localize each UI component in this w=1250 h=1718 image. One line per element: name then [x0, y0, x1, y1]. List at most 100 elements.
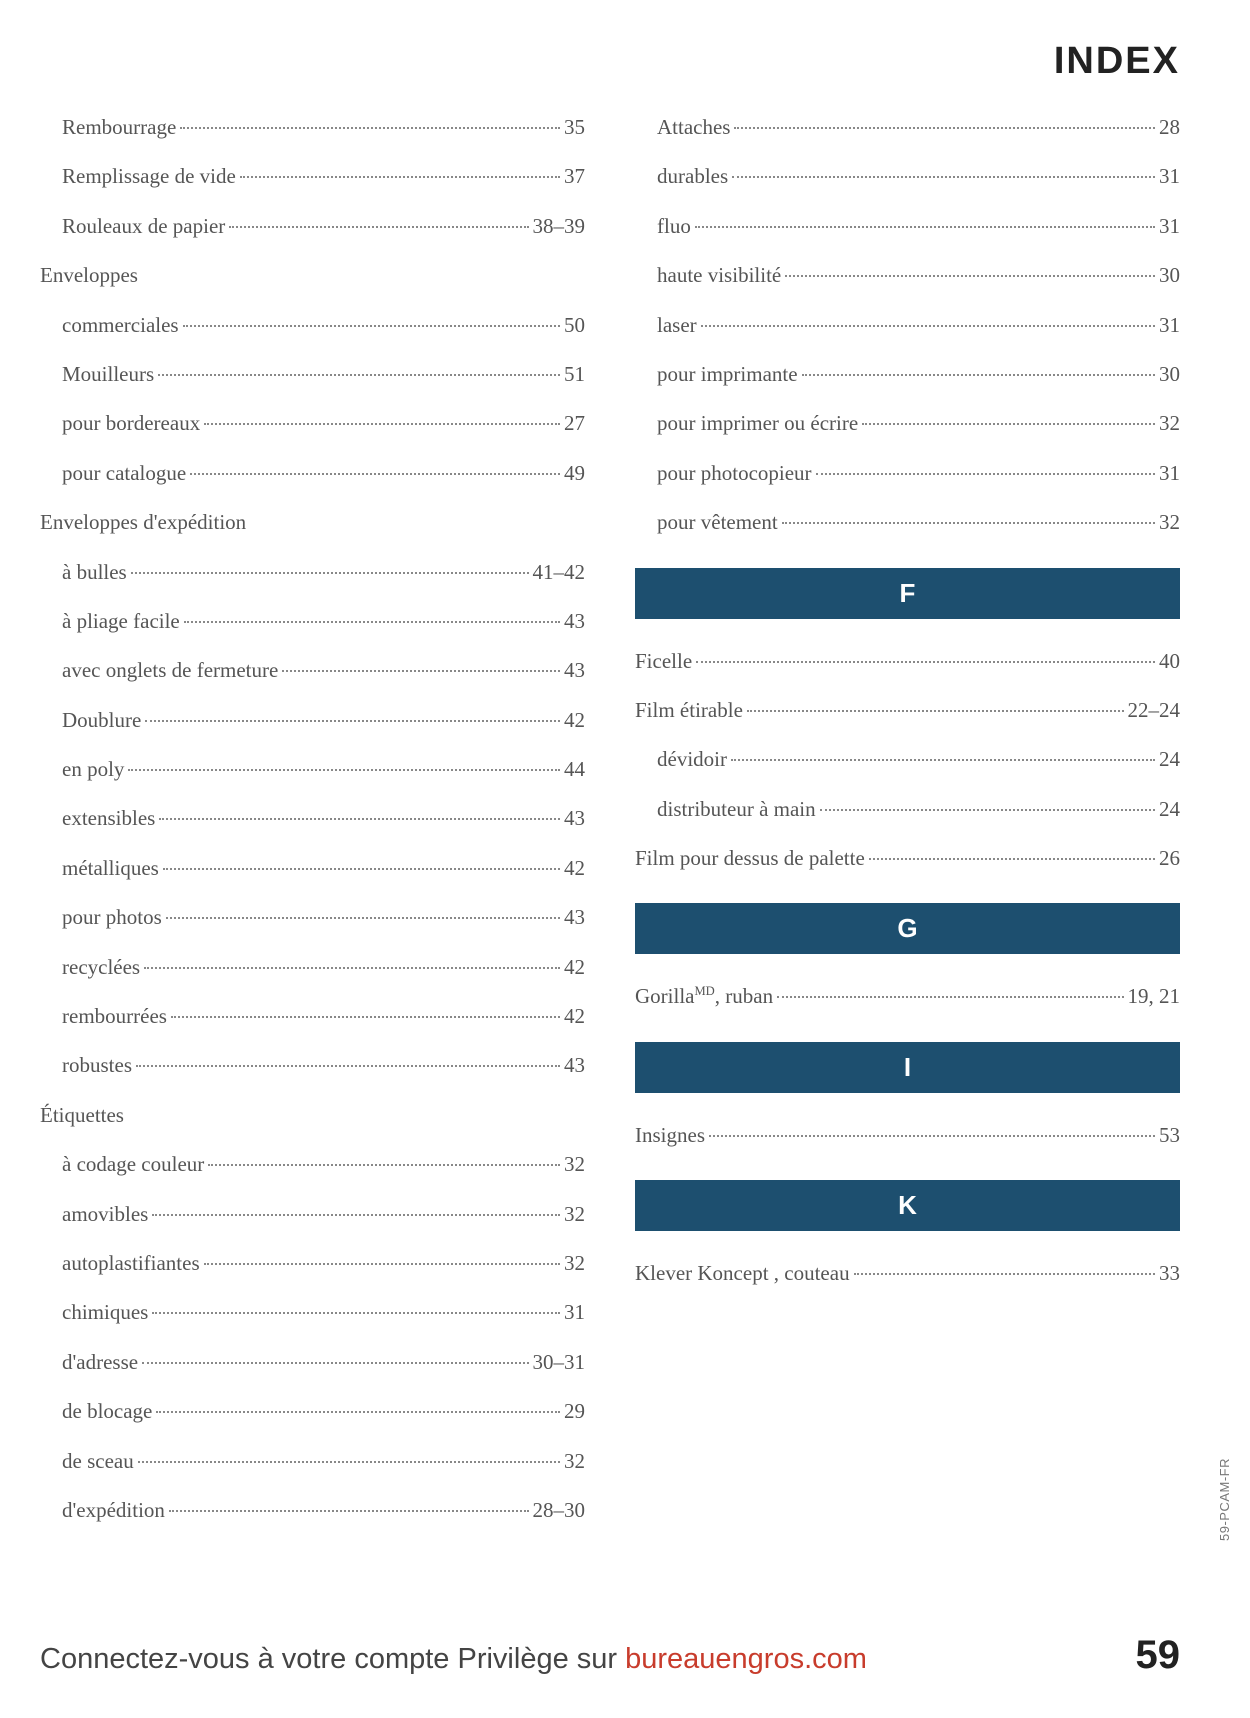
index-columns: Rembourrage35Remplissage de vide37Roulea… [40, 113, 1180, 1545]
index-entry: haute visibilité30 [635, 261, 1180, 290]
index-entry-page: 44 [564, 755, 585, 784]
index-entry-page: 38–39 [533, 212, 586, 241]
index-entry-page: 37 [564, 162, 585, 191]
index-entry: de blocage 29 [40, 1397, 585, 1426]
index-entry-page: 19, 21 [1128, 982, 1181, 1011]
leader-dots [734, 127, 1155, 129]
index-entry: Ficelle40 [635, 647, 1180, 676]
index-entry-page: 29 [564, 1397, 585, 1426]
index-entry: métalliques42 [40, 854, 585, 883]
index-entry-page: 30–31 [533, 1348, 586, 1377]
index-entry: robustes43 [40, 1051, 585, 1080]
index-entry-page: 43 [564, 656, 585, 685]
index-entry-label: Mouilleurs [62, 360, 154, 389]
index-entry-page: 24 [1159, 745, 1180, 774]
index-entry-page: 40 [1159, 647, 1180, 676]
index-entry: à bulles 41–42 [40, 558, 585, 587]
index-entry-label: Klever Koncept , couteau [635, 1259, 850, 1288]
index-entry-label: dévidoir [657, 745, 727, 774]
index-entry-label: à pliage facile [62, 607, 180, 636]
leader-dots [152, 1214, 560, 1216]
index-entry: rembourrées42 [40, 1002, 585, 1031]
leader-dots [138, 1461, 560, 1463]
index-entry-label: recyclées [62, 953, 140, 982]
index-entry-label: d'expédition [62, 1496, 165, 1525]
leader-dots [142, 1362, 528, 1364]
index-entry-label: d'adresse [62, 1348, 138, 1377]
leader-dots [166, 917, 560, 919]
index-heading: Étiquettes [40, 1101, 585, 1130]
index-entry-label: Rembourrage [62, 113, 176, 142]
leader-dots [145, 720, 560, 722]
index-entry-page: 31 [1159, 212, 1180, 241]
index-entry: GorillaMD, ruban 19, 21 [635, 982, 1180, 1011]
leader-dots [820, 809, 1155, 811]
index-entry-page: 31 [1159, 162, 1180, 191]
index-entry: pour vêtement32 [635, 508, 1180, 537]
index-entry-page: 42 [564, 1002, 585, 1031]
index-entry-label: Attaches [657, 113, 730, 142]
index-entry: distributeur à main24 [635, 795, 1180, 824]
index-entry-label: à bulles [62, 558, 127, 587]
index-entry-label: pour imprimer ou écrire [657, 409, 858, 438]
index-entry-page: 26 [1159, 844, 1180, 873]
index-entry-page: 32 [564, 1249, 585, 1278]
leader-dots [709, 1135, 1155, 1137]
index-entry: pour catalogue 49 [40, 459, 585, 488]
footer-link[interactable]: bureauengros.com [625, 1643, 867, 1675]
index-entry-page: 31 [564, 1298, 585, 1327]
index-entry: pour photocopieur31 [635, 459, 1180, 488]
leader-dots [184, 621, 560, 623]
index-entry: de sceau32 [40, 1447, 585, 1476]
leader-dots [782, 522, 1155, 524]
leader-dots [152, 1312, 560, 1314]
index-entry-page: 41–42 [533, 558, 586, 587]
leader-dots [802, 374, 1155, 376]
index-entry: à pliage facile43 [40, 607, 585, 636]
section-letter-bar: I [635, 1042, 1180, 1093]
index-entry-page: 43 [564, 804, 585, 833]
index-entry-page: 51 [564, 360, 585, 389]
index-entry: d'expédition28–30 [40, 1496, 585, 1525]
index-entry-label: amovibles [62, 1200, 148, 1229]
section-letter-bar: G [635, 903, 1180, 954]
index-entry-page: 32 [1159, 508, 1180, 537]
index-entry: Film pour dessus de palette26 [635, 844, 1180, 873]
index-entry-label: pour catalogue [62, 459, 186, 488]
index-entry-label: pour imprimante [657, 360, 798, 389]
index-entry: pour imprimante 30 [635, 360, 1180, 389]
leader-dots [131, 572, 529, 574]
index-entry: pour bordereaux27 [40, 409, 585, 438]
index-entry-label: Doublure [62, 706, 141, 735]
index-entry-page: 31 [1159, 459, 1180, 488]
index-entry-label: fluo [657, 212, 691, 241]
index-entry-page: 42 [564, 854, 585, 883]
index-entry-page: 49 [564, 459, 585, 488]
leader-dots [128, 769, 560, 771]
leader-dots [695, 226, 1155, 228]
index-entry: pour photos43 [40, 903, 585, 932]
index-entry-page: 42 [564, 706, 585, 735]
index-entry-page: 28 [1159, 113, 1180, 142]
index-entry-page: 30 [1159, 360, 1180, 389]
index-entry-page: 30 [1159, 261, 1180, 290]
index-entry-label: chimiques [62, 1298, 148, 1327]
index-entry-page: 22–24 [1128, 696, 1181, 725]
leader-dots [229, 226, 528, 228]
leader-dots [208, 1164, 560, 1166]
index-entry: Rouleaux de papier38–39 [40, 212, 585, 241]
leader-dots [183, 325, 560, 327]
index-entry-label: GorillaMD, ruban [635, 982, 773, 1011]
leader-dots [747, 710, 1124, 712]
index-entry-page: 24 [1159, 795, 1180, 824]
footer-prefix: Connectez-vous à votre compte Privilège … [40, 1643, 625, 1675]
index-heading: Enveloppes d'expédition [40, 508, 585, 537]
left-column: Rembourrage35Remplissage de vide37Roulea… [40, 113, 585, 1545]
leader-dots [816, 473, 1155, 475]
leader-dots [180, 127, 560, 129]
leader-dots [696, 661, 1155, 663]
index-entry: extensibles43 [40, 804, 585, 833]
index-entry-page: 33 [1159, 1259, 1180, 1288]
index-entry-label: de blocage [62, 1397, 152, 1426]
leader-dots [144, 967, 560, 969]
